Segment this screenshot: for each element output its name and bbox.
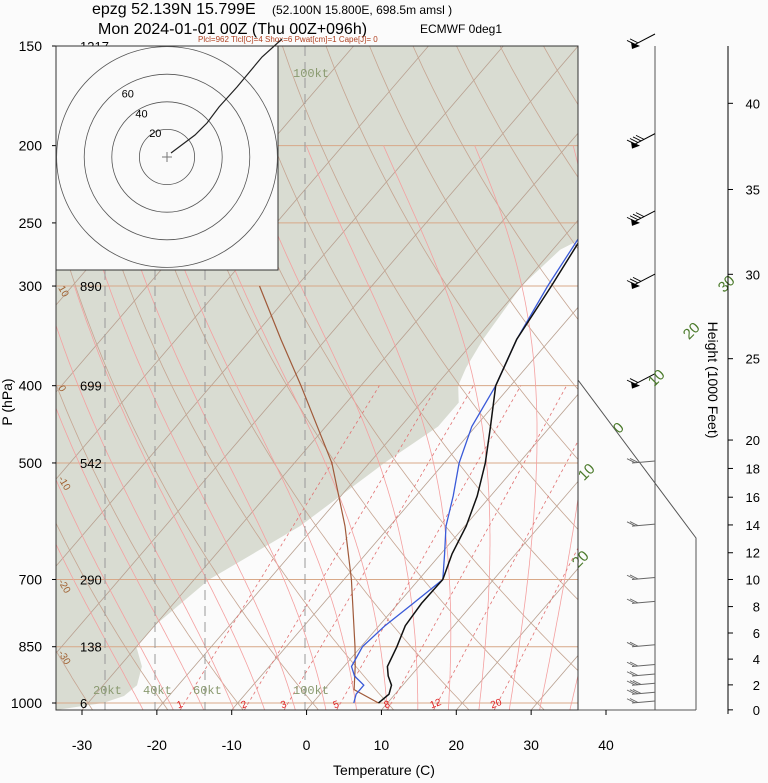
mixing-ratio-label: 5 [332, 699, 341, 711]
header-station: epzg 52.139N 15.799E [92, 1, 256, 18]
pressure-tick-label: 1000 [11, 695, 42, 711]
height-tick-label: 40 [746, 96, 760, 111]
mixing-ratio-label: 3 [279, 699, 288, 711]
height-tick-label: 35 [746, 182, 760, 197]
height-tick-label: 18 [746, 461, 760, 476]
header-model: ECMWF 0deg1 [420, 22, 502, 36]
isotherm-label: 20 [569, 547, 593, 571]
moist-adiabat [568, 146, 665, 720]
mixing-ratio-label: 2 [240, 699, 249, 711]
wind-speed-label: 60kt [193, 684, 222, 698]
height-tick-label: 20 [746, 433, 760, 448]
isotherm-label: 20 [680, 319, 704, 343]
x-axis-label: Temperature (C) [333, 762, 435, 778]
y-axis-label: P (hPa) [0, 378, 15, 425]
pressure-tick-label: 500 [19, 455, 43, 471]
x-tick-label: -10 [222, 737, 242, 753]
x-tick-label: 30 [523, 737, 539, 753]
hodograph-ring-label: 40 [135, 108, 147, 120]
height-tick-label: 6 [753, 626, 760, 641]
height-tick-label: 0 [753, 703, 760, 718]
geopotential-height-label: 138 [80, 640, 102, 655]
pressure-tick-label: 700 [19, 571, 43, 587]
geopotential-height-label: 890 [80, 279, 102, 294]
pressure-tick-label: 250 [19, 215, 43, 231]
mixing-ratio-label: 12 [429, 697, 444, 711]
height-tick-label: 4 [753, 652, 760, 667]
pressure-tick-label: 300 [19, 278, 43, 294]
wind-speed-label: 20kt [93, 684, 122, 698]
height-tick-label: 10 [746, 572, 760, 587]
geopotential-height-label: 699 [80, 379, 102, 394]
dry-adiabat [761, 46, 768, 720]
height-tick-label: 30 [746, 267, 760, 282]
height-tick-label: 16 [746, 490, 760, 505]
geopotential-height-label: 290 [80, 572, 102, 587]
mixing-ratio-label: 8 [383, 699, 392, 711]
isotherm-line [597, 46, 768, 720]
x-tick-label: 40 [598, 737, 614, 753]
pressure-tick-label: 150 [19, 38, 43, 54]
geopotential-height-label: 6 [80, 696, 87, 711]
height-tick-label: 12 [746, 546, 760, 561]
pressure-tick-label: 850 [19, 639, 43, 655]
mixing-ratio-label: 20 [489, 697, 504, 711]
pressure-tick-label: 200 [19, 138, 43, 154]
hodograph-ring-label: 20 [149, 128, 161, 140]
height-tick-label: 8 [753, 600, 760, 615]
header-indices: Plcl=962 Tlcl[C]=4 Shox=6 Pwat[cm]=1 Cap… [198, 35, 378, 44]
dry-adiabat [718, 46, 768, 720]
wind-speed-label: 100kt [293, 67, 329, 81]
pressure-tick-label: 400 [19, 378, 43, 394]
wind-speed-label: 40kt [143, 684, 172, 698]
isotherm-label: 30 [715, 272, 739, 296]
height-tick-label: 25 [746, 352, 760, 367]
x-tick-label: 10 [374, 737, 390, 753]
height-tick-label: 14 [746, 518, 760, 533]
x-tick-label: -20 [147, 737, 167, 753]
x-tick-label: 0 [303, 737, 311, 753]
x-tick-label: -30 [72, 737, 92, 753]
dry-adiabat [587, 46, 768, 720]
wind-speed-label: 100kt [293, 684, 329, 698]
hodograph-ring-label: 60 [122, 88, 134, 100]
geopotential-height-label: 542 [80, 456, 102, 471]
y2-axis-label: Height (1000 Feet) [705, 322, 721, 439]
mixing-ratio-label: 1 [176, 699, 185, 711]
x-tick-label: 20 [448, 737, 464, 753]
height-tick-label: 2 [753, 678, 760, 693]
isotherm-label: 0 [610, 419, 628, 437]
isotherm-label: 10 [645, 366, 669, 390]
header-coords: (52.100N 15.800E, 698.5m amsl ) [272, 3, 452, 17]
wind-barb-panel [578, 34, 696, 710]
